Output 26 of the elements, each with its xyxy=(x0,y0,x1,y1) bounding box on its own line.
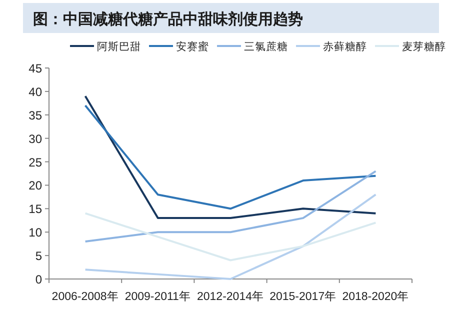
legend-label: 麦芽糖醇 xyxy=(402,40,446,53)
y-tick-label: 45 xyxy=(28,62,42,76)
line-series xyxy=(84,194,377,280)
y-tick-label: 40 xyxy=(28,84,42,99)
y-tick-label: 15 xyxy=(28,202,42,216)
y-tick-label: 10 xyxy=(28,226,42,240)
y-tick-label: 0 xyxy=(35,272,42,286)
line-series xyxy=(84,212,377,262)
y-tick-label: 30 xyxy=(28,132,42,146)
x-tick-label: 2012-2014年 xyxy=(197,290,264,303)
x-tick-label: 2009-2011年 xyxy=(124,290,191,303)
chart-title: 图：中国减糖代糖产品中甜味剂使用趋势 xyxy=(33,10,303,28)
y-tick-label: 20 xyxy=(28,178,42,193)
x-tick-label: 2018-2020年 xyxy=(342,290,410,303)
y-tick-label: 5 xyxy=(35,249,42,264)
x-tick-label: 2015-2017年 xyxy=(270,290,337,303)
legend-label: 阿斯巴甜 xyxy=(97,40,141,53)
line-series xyxy=(84,95,377,220)
legend-label: 安赛蜜 xyxy=(176,40,209,53)
line-series xyxy=(84,170,377,242)
legend-label: 三氯蔗糖 xyxy=(244,40,288,53)
line-series xyxy=(84,104,377,210)
y-tick-label: 35 xyxy=(28,108,42,122)
y-tick-label: 25 xyxy=(28,155,42,170)
legend-label: 赤藓糖醇 xyxy=(323,40,367,53)
x-tick-label: 2006-2008年 xyxy=(52,290,119,303)
